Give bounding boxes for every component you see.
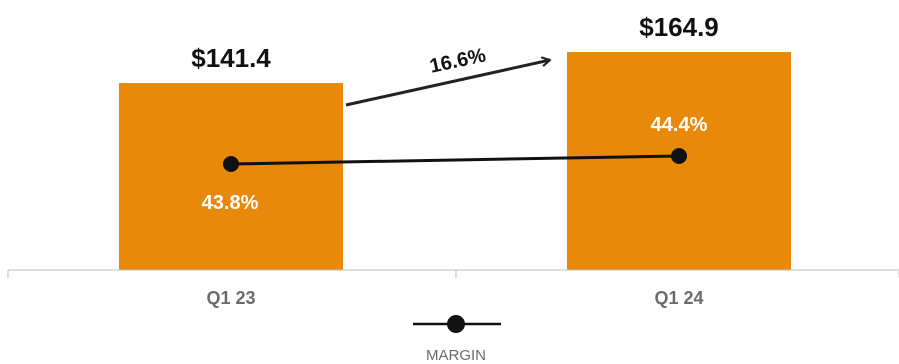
bar-q1-23 bbox=[119, 83, 343, 270]
x-tick-label: Q1 23 bbox=[206, 288, 255, 308]
bar-value-label: $164.9 bbox=[639, 12, 719, 42]
x-axis-ticks bbox=[7, 270, 899, 278]
margin-point bbox=[223, 156, 239, 172]
margin-value-label: 44.4% bbox=[651, 114, 708, 136]
x-tick-label: Q1 24 bbox=[654, 288, 703, 308]
margin-value-label: 43.8% bbox=[202, 192, 259, 214]
growth-label: 16.6% bbox=[428, 44, 488, 77]
legend-label: MARGIN bbox=[426, 347, 486, 364]
margin-line bbox=[230, 154, 680, 166]
margin-point bbox=[671, 148, 687, 164]
legend: MARGIN bbox=[413, 315, 501, 364]
bar-value-labels: $141.4 Q1 23 $164.9 Q1 24 bbox=[191, 12, 719, 308]
legend-dot-marker bbox=[447, 315, 465, 333]
bar-value-label: $141.4 bbox=[191, 43, 271, 73]
margin-line-series: 43.8% 44.4% bbox=[202, 114, 708, 214]
growth-arrow bbox=[345, 60, 550, 107]
growth-annotation: 16.6% bbox=[345, 44, 550, 107]
